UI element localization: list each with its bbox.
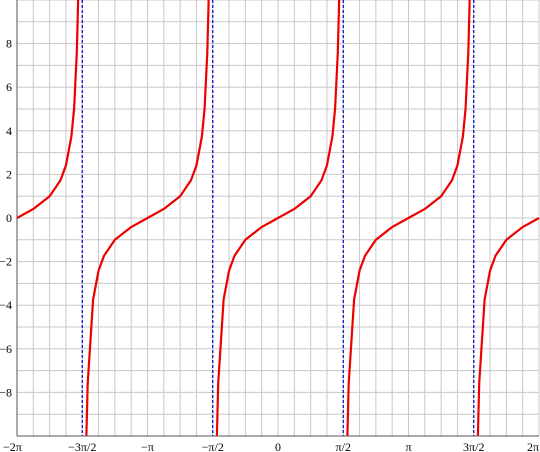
x-tick-label: 3π/2: [463, 440, 484, 452]
curve-branch: [16, 0, 80, 219]
curve-branch: [85, 0, 210, 437]
x-tick-label: 0: [275, 440, 281, 452]
x-tick-label: 2π: [527, 440, 539, 452]
x-tick-label: −3π/2: [68, 440, 96, 452]
tan-curve: [16, 0, 540, 437]
x-tick-label: −π/2: [202, 440, 224, 452]
y-tick-label: −8: [0, 385, 12, 399]
x-tick-label: π/2: [336, 440, 351, 452]
curve-branch: [215, 0, 341, 437]
curve-branch: [476, 217, 540, 437]
y-tick-label: −4: [0, 298, 12, 312]
curve-branch: [346, 0, 471, 437]
asymptotes: [81, 0, 475, 436]
y-tick-label: −6: [0, 342, 12, 356]
y-tick-label: 4: [6, 124, 12, 138]
x-tick-label: π: [405, 440, 411, 452]
plot-frame: [16, 0, 539, 437]
minor-grid: [16, 0, 540, 437]
x-tick-label: −2π: [3, 440, 22, 452]
tick-labels: −2π −3π/2 −π −π/2 0 π/2 π 3π/2 2π 8 6 4 2 0 −2 −4 −6 −8: [0, 37, 539, 452]
x-tick-label: −π: [141, 440, 154, 452]
y-tick-label: 8: [6, 37, 12, 51]
y-tick-label: −2: [0, 255, 12, 269]
y-tick-label: 0: [6, 211, 12, 225]
y-tick-label: 2: [6, 167, 12, 181]
y-tick-label: 6: [6, 80, 12, 94]
